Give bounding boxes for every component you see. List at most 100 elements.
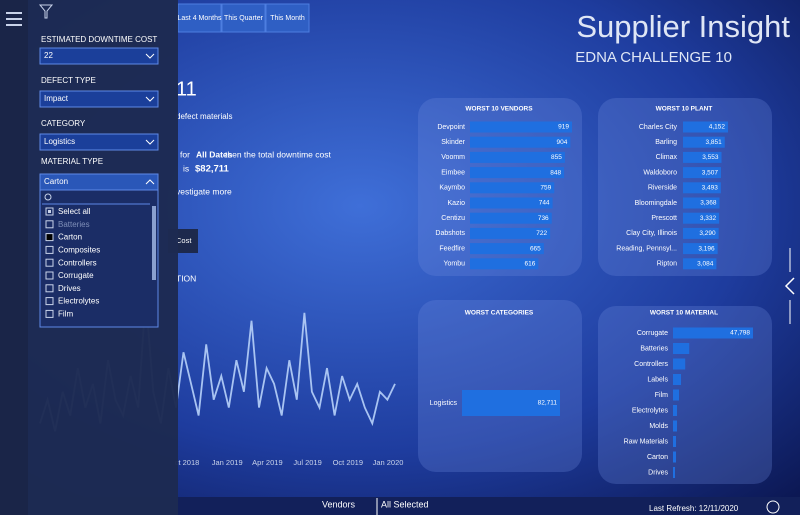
value-label: 665	[530, 245, 541, 252]
bar	[470, 121, 572, 133]
category-label: Ripton	[657, 261, 677, 268]
category-label: Molds	[649, 423, 668, 430]
dropdown-value: Carton	[44, 177, 68, 186]
menu-icon[interactable]	[6, 12, 22, 26]
dropdown-value: 22	[44, 51, 53, 60]
value-label: 4,152	[709, 124, 726, 131]
checkbox[interactable]	[45, 207, 54, 216]
option-label[interactable]: Batteries	[58, 220, 90, 229]
option-label[interactable]: Electrolytes	[58, 297, 99, 306]
category-label: Reading, Pennsyl...	[616, 245, 677, 252]
narrative-text: vestigate more	[176, 186, 232, 196]
chevron	[145, 179, 155, 185]
bar	[673, 374, 682, 385]
filters: ESTIMATED DOWNTIME COST 22 DEFECT TYPE Impa…	[39, 35, 159, 328]
narrative-text: then the total downtime cost	[225, 149, 331, 159]
bar	[470, 167, 565, 179]
filter-label: MATERIAL TYPE	[41, 157, 103, 166]
bar	[470, 182, 555, 194]
category-label: Skinder	[441, 139, 465, 146]
narrative-text: defect materials	[176, 112, 232, 121]
bar	[673, 436, 677, 447]
dropdown[interactable]	[39, 133, 159, 151]
scrollbar	[152, 206, 156, 280]
nav-button-label[interactable]: This Quarter	[224, 15, 264, 22]
category-label: Riverside	[648, 185, 677, 192]
option-label[interactable]: Carton	[58, 233, 82, 242]
category-label: Clay City, Illinois	[626, 230, 677, 237]
narrative-text: All Dates	[196, 149, 233, 159]
category-label: Climax	[656, 154, 678, 161]
category-label: Labels	[647, 376, 668, 383]
filter-label: CATEGORY	[41, 119, 86, 128]
search-icon[interactable]	[44, 193, 52, 201]
value-label: 3,507	[702, 169, 719, 176]
bar	[683, 243, 718, 255]
value-label: 722	[536, 230, 547, 237]
x-tick-label: ct 2018	[175, 458, 200, 467]
x-tick-label: Oct 2019	[333, 458, 363, 467]
slicer-value[interactable]: All Selected	[381, 499, 429, 509]
value-label: 616	[525, 261, 536, 268]
option-label[interactable]: Drives	[58, 284, 81, 293]
checkbox[interactable]	[45, 271, 54, 280]
dropdown[interactable]	[39, 47, 159, 65]
category-label: Barling	[655, 139, 677, 146]
left-strip	[0, 0, 28, 515]
value-label: 3,368	[700, 200, 717, 207]
bar	[683, 212, 720, 224]
bar	[673, 420, 678, 432]
category-label: Bloomingdale	[635, 200, 678, 207]
bar	[470, 227, 551, 239]
content: Last 4 Months This Quarter This Month 11 def…	[39, 3, 753, 478]
side-nav[interactable]	[784, 248, 795, 324]
checkbox[interactable]	[45, 233, 54, 242]
bar	[673, 405, 678, 416]
value-label: 3,084	[697, 261, 714, 268]
nav-button[interactable]	[221, 3, 266, 33]
category-label: Dabshots	[435, 230, 465, 237]
nav-button-label[interactable]: This Month	[270, 15, 305, 22]
narrative-text: is	[183, 163, 189, 173]
chevron-left[interactable]	[784, 277, 795, 295]
info-icon[interactable]	[766, 500, 780, 514]
bar	[470, 258, 539, 270]
checkbox-partial	[48, 210, 51, 213]
chevron	[145, 53, 155, 59]
category-label: Film	[655, 392, 668, 399]
nav-button[interactable]	[177, 3, 222, 33]
bar	[683, 121, 728, 133]
option-label[interactable]: Corrugate	[58, 271, 94, 280]
checkbox[interactable]	[45, 258, 54, 267]
chart-title: WORST CATEGORIES	[465, 310, 534, 317]
option-label[interactable]: Film	[58, 310, 73, 319]
category-label: Kazio	[447, 200, 465, 207]
dropdown[interactable]	[39, 90, 159, 108]
category-label: Prescott	[651, 215, 677, 222]
chart-title: WORST 10 MATERIAL	[650, 310, 718, 317]
bar	[683, 151, 722, 163]
nav-button-label[interactable]: Last 4 Months	[178, 15, 222, 22]
option-label[interactable]: Select all	[58, 207, 91, 216]
category-label: Eimbee	[441, 169, 465, 176]
category-label: Carton	[647, 454, 668, 461]
checkbox[interactable]	[45, 297, 54, 306]
category-label: Batteries	[640, 345, 668, 352]
value-label: 848	[550, 169, 561, 176]
filter-icon[interactable]	[38, 4, 54, 19]
checkbox[interactable]	[45, 245, 54, 254]
nav-button[interactable]	[265, 3, 310, 33]
category-label: Waldoboro	[643, 169, 677, 176]
option-label[interactable]: Controllers	[58, 258, 97, 267]
card	[598, 306, 772, 484]
chevron	[145, 139, 155, 145]
option-label[interactable]: Composites	[58, 246, 100, 255]
checkbox[interactable]	[45, 284, 54, 293]
value-label: 736	[538, 215, 549, 222]
bar	[673, 451, 677, 463]
category-label: Logistics	[430, 400, 458, 407]
value-label: 759	[540, 185, 551, 192]
checkbox[interactable]	[45, 220, 54, 229]
bar	[673, 327, 753, 339]
checkbox[interactable]	[45, 309, 54, 318]
